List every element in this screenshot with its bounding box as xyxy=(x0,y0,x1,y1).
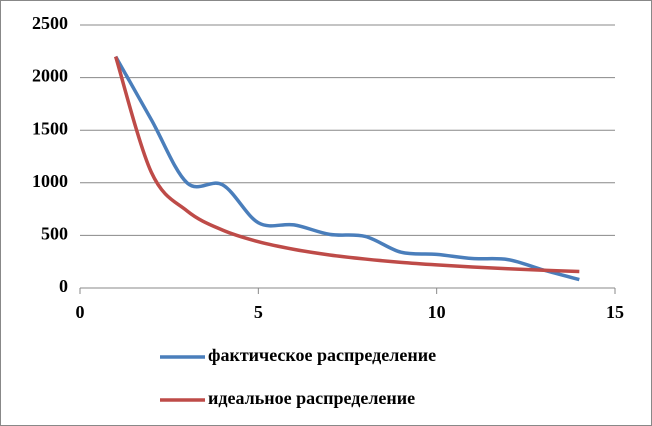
y-tick-label: 0 xyxy=(59,276,68,296)
x-tick-label: 10 xyxy=(428,302,446,322)
line xyxy=(113,56,580,274)
line xyxy=(114,55,580,282)
legend-label: фактическое распределение xyxy=(208,345,436,365)
x-tick-label: 0 xyxy=(76,302,85,322)
legend-label: идеальное распределение xyxy=(208,388,415,408)
x-tick-label: 15 xyxy=(606,302,624,322)
y-tick-label: 1500 xyxy=(32,118,68,138)
y-tick-label: 1000 xyxy=(32,171,68,191)
y-tick-label: 2000 xyxy=(32,66,68,86)
y-tick-label: 500 xyxy=(41,224,68,244)
y-tick-label: 2500 xyxy=(32,13,68,33)
x-tick-label: 5 xyxy=(254,302,263,322)
